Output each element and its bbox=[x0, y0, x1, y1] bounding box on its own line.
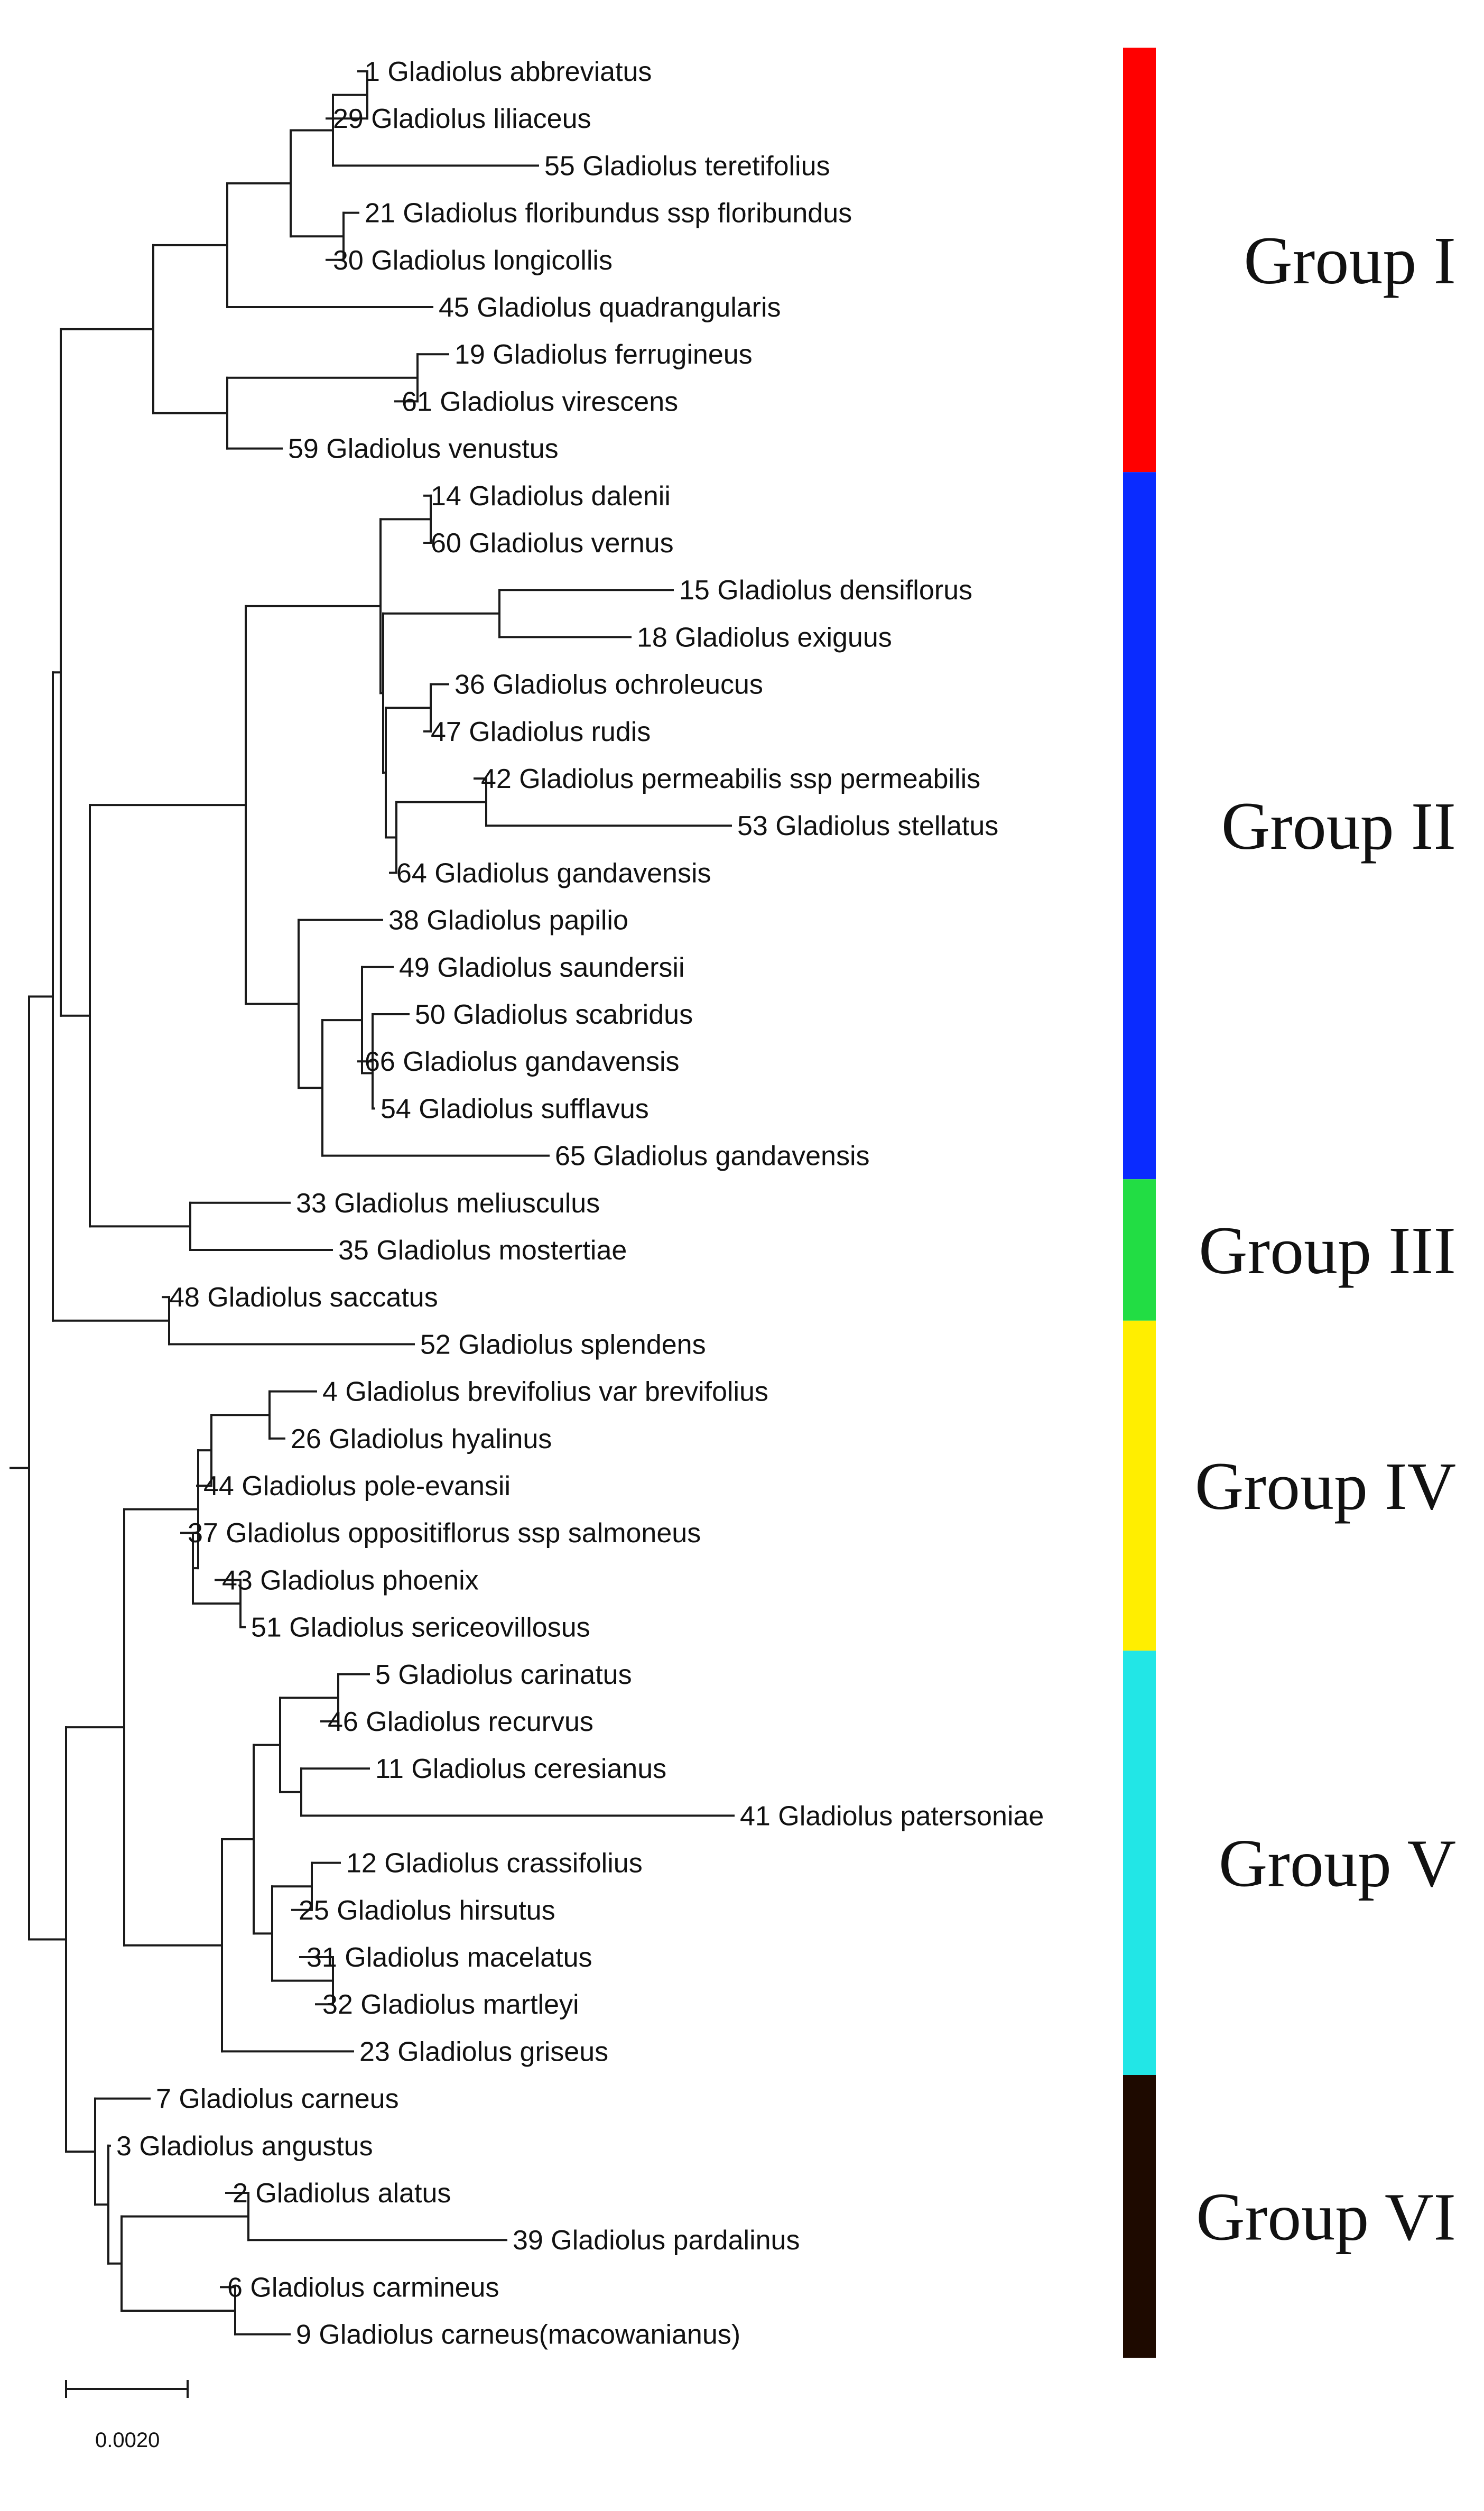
leaf-label: 15 Gladiolus densiflorus bbox=[679, 575, 972, 606]
group-label: Group VI bbox=[1196, 2180, 1456, 2255]
leaf-label: 46 Gladiolus recurvus bbox=[328, 1707, 593, 1737]
leaf-label: 19 Gladiolus ferrugineus bbox=[455, 339, 753, 370]
group-color-bar bbox=[1123, 1179, 1156, 1321]
leaf-label: 33 Gladiolus meliusculus bbox=[296, 1188, 600, 1219]
group-label: Group IV bbox=[1195, 1449, 1456, 1524]
leaf-label: 30 Gladiolus longicollis bbox=[333, 245, 613, 276]
group-color-bar bbox=[1123, 472, 1156, 1180]
leaf-label: 2 Gladiolus alatus bbox=[233, 2178, 451, 2209]
leaf-label: 66 Gladiolus gandavensis bbox=[365, 1046, 680, 1077]
leaf-label: 35 Gladiolus mostertiae bbox=[338, 1235, 627, 1266]
leaf-label: 14 Gladiolus dalenii bbox=[431, 481, 671, 512]
leaf-label: 11 Gladiolus ceresianus bbox=[375, 1754, 666, 1784]
leaf-label: 3 Gladiolus angustus bbox=[116, 2131, 373, 2162]
leaf-label: 29 Gladiolus liliaceus bbox=[333, 104, 591, 134]
leaf-label: 4 Gladiolus brevifolius var brevifolius bbox=[322, 1377, 768, 1407]
group-labels: Group I Group II Group III Group IV Group V G… bbox=[1195, 223, 1456, 2255]
scale-bar-label: 0.0020 bbox=[95, 2429, 160, 2452]
leaf-label: 47 Gladiolus rudis bbox=[431, 717, 651, 747]
group-label: Group V bbox=[1219, 1826, 1456, 1901]
group-color-bar bbox=[1123, 1651, 1156, 2075]
leaf-label: 26 Gladiolus hyalinus bbox=[291, 1424, 552, 1454]
leaf-label: 53 Gladiolus stellatus bbox=[737, 811, 998, 841]
leaf-label: 49 Gladiolus saundersii bbox=[399, 952, 685, 983]
leaf-label: 1 Gladiolus abbreviatus bbox=[365, 57, 652, 87]
leaf-label: 60 Gladiolus vernus bbox=[431, 528, 674, 559]
leaf-label: 21 Gladiolus floribundus ssp floribundus bbox=[365, 198, 852, 229]
leaf-label: 59 Gladiolus venustus bbox=[288, 434, 559, 465]
leaf-label: 25 Gladiolus hirsutus bbox=[299, 1895, 555, 1926]
leaf-label: 7 Gladiolus carneus bbox=[156, 2084, 399, 2115]
leaf-label: 51 Gladiolus sericeovillosus bbox=[251, 1613, 590, 1643]
leaf-label: 39 Gladiolus pardalinus bbox=[513, 2225, 800, 2256]
leaf-label: 36 Gladiolus ochroleucus bbox=[455, 670, 763, 700]
leaf-label: 61 Gladiolus virescens bbox=[402, 386, 678, 417]
leaf-label: 12 Gladiolus crassifolius bbox=[346, 1848, 643, 1879]
leaf-label: 18 Gladiolus exiguus bbox=[637, 622, 892, 653]
group-label: Group III bbox=[1199, 1213, 1456, 1288]
scale-bar: 0.0020 bbox=[65, 2380, 189, 2452]
leaf-label: 52 Gladiolus splendens bbox=[420, 1329, 706, 1360]
leaf-label: 37 Gladiolus oppositiflorus ssp salmoneu… bbox=[188, 1518, 701, 1549]
leaf-label: 42 Gladiolus permeabilis ssp permeabilis bbox=[481, 764, 980, 794]
group-color-bar bbox=[1123, 1320, 1156, 1651]
leaf-label: 9 Gladiolus carneus(macowanianus) bbox=[296, 2320, 740, 2350]
leaf-label: 64 Gladiolus gandavensis bbox=[396, 858, 711, 888]
leaf-label: 45 Gladiolus quadrangularis bbox=[439, 292, 781, 323]
leaf-label: 32 Gladiolus martleyi bbox=[322, 1989, 579, 2020]
group-color-bar bbox=[1123, 2075, 1156, 2358]
leaf-label: 50 Gladiolus scabridus bbox=[415, 999, 693, 1030]
leaf-label: 44 Gladiolus pole-evansii bbox=[203, 1471, 511, 1502]
group-color-bar bbox=[1123, 48, 1156, 472]
leaf-label: 38 Gladiolus papilio bbox=[388, 905, 628, 936]
leaf-label: 23 Gladiolus griseus bbox=[359, 2036, 608, 2067]
leaf-label: 41 Gladiolus patersoniae bbox=[740, 1801, 1044, 1831]
leaf-label: 5 Gladiolus carinatus bbox=[375, 1660, 632, 1690]
leaf-label: 6 Gladiolus carmineus bbox=[227, 2272, 499, 2303]
leaf-labels: 1 Gladiolus abbreviatus 29 Gladiolus lili… bbox=[116, 57, 1044, 2350]
leaf-label: 48 Gladiolus saccatus bbox=[169, 1282, 438, 1313]
group-color-bars bbox=[1123, 48, 1156, 2358]
tree-branches bbox=[10, 70, 735, 2336]
group-label: Group II bbox=[1221, 789, 1456, 864]
leaf-label: 43 Gladiolus phoenix bbox=[222, 1565, 479, 1596]
leaf-label: 65 Gladiolus gandavensis bbox=[555, 1141, 870, 1172]
leaf-label: 54 Gladiolus sufflavus bbox=[381, 1094, 649, 1124]
group-label: Group I bbox=[1244, 223, 1456, 298]
leaf-label: 31 Gladiolus macelatus bbox=[307, 1942, 592, 1973]
leaf-label: 55 Gladiolus teretifolius bbox=[544, 151, 830, 181]
